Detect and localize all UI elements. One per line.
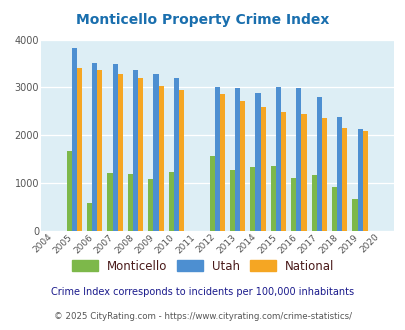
Bar	[214, 87, 219, 231]
Bar	[153, 74, 158, 231]
Bar	[255, 93, 260, 231]
Bar	[270, 166, 275, 231]
Bar	[301, 114, 306, 231]
Bar	[311, 176, 316, 231]
Bar	[341, 128, 347, 231]
Bar	[148, 179, 153, 231]
Bar	[357, 129, 362, 231]
Bar	[321, 118, 326, 231]
Bar	[92, 63, 97, 231]
Bar	[234, 88, 240, 231]
Bar	[250, 167, 255, 231]
Bar	[66, 151, 72, 231]
Bar	[362, 130, 367, 231]
Bar	[112, 63, 117, 231]
Bar	[336, 117, 341, 231]
Bar	[275, 87, 280, 231]
Bar	[158, 85, 163, 231]
Bar	[128, 174, 133, 231]
Bar	[87, 203, 92, 231]
Bar	[229, 170, 234, 231]
Bar	[168, 172, 173, 231]
Bar	[138, 78, 143, 231]
Bar	[107, 173, 112, 231]
Bar	[352, 199, 357, 231]
Bar	[72, 48, 77, 231]
Bar	[260, 107, 265, 231]
Bar	[280, 112, 286, 231]
Bar	[240, 101, 245, 231]
Bar	[179, 90, 183, 231]
Bar	[331, 187, 336, 231]
Bar	[209, 156, 214, 231]
Bar	[117, 74, 122, 231]
Bar	[97, 70, 102, 231]
Bar	[133, 70, 138, 231]
Legend: Monticello, Utah, National: Monticello, Utah, National	[67, 255, 338, 278]
Bar	[77, 68, 82, 231]
Bar	[290, 178, 296, 231]
Bar	[219, 94, 224, 231]
Bar	[173, 78, 179, 231]
Bar	[296, 88, 301, 231]
Bar	[316, 97, 321, 231]
Text: © 2025 CityRating.com - https://www.cityrating.com/crime-statistics/: © 2025 CityRating.com - https://www.city…	[54, 312, 351, 321]
Text: Monticello Property Crime Index: Monticello Property Crime Index	[76, 13, 329, 27]
Text: Crime Index corresponds to incidents per 100,000 inhabitants: Crime Index corresponds to incidents per…	[51, 287, 354, 297]
